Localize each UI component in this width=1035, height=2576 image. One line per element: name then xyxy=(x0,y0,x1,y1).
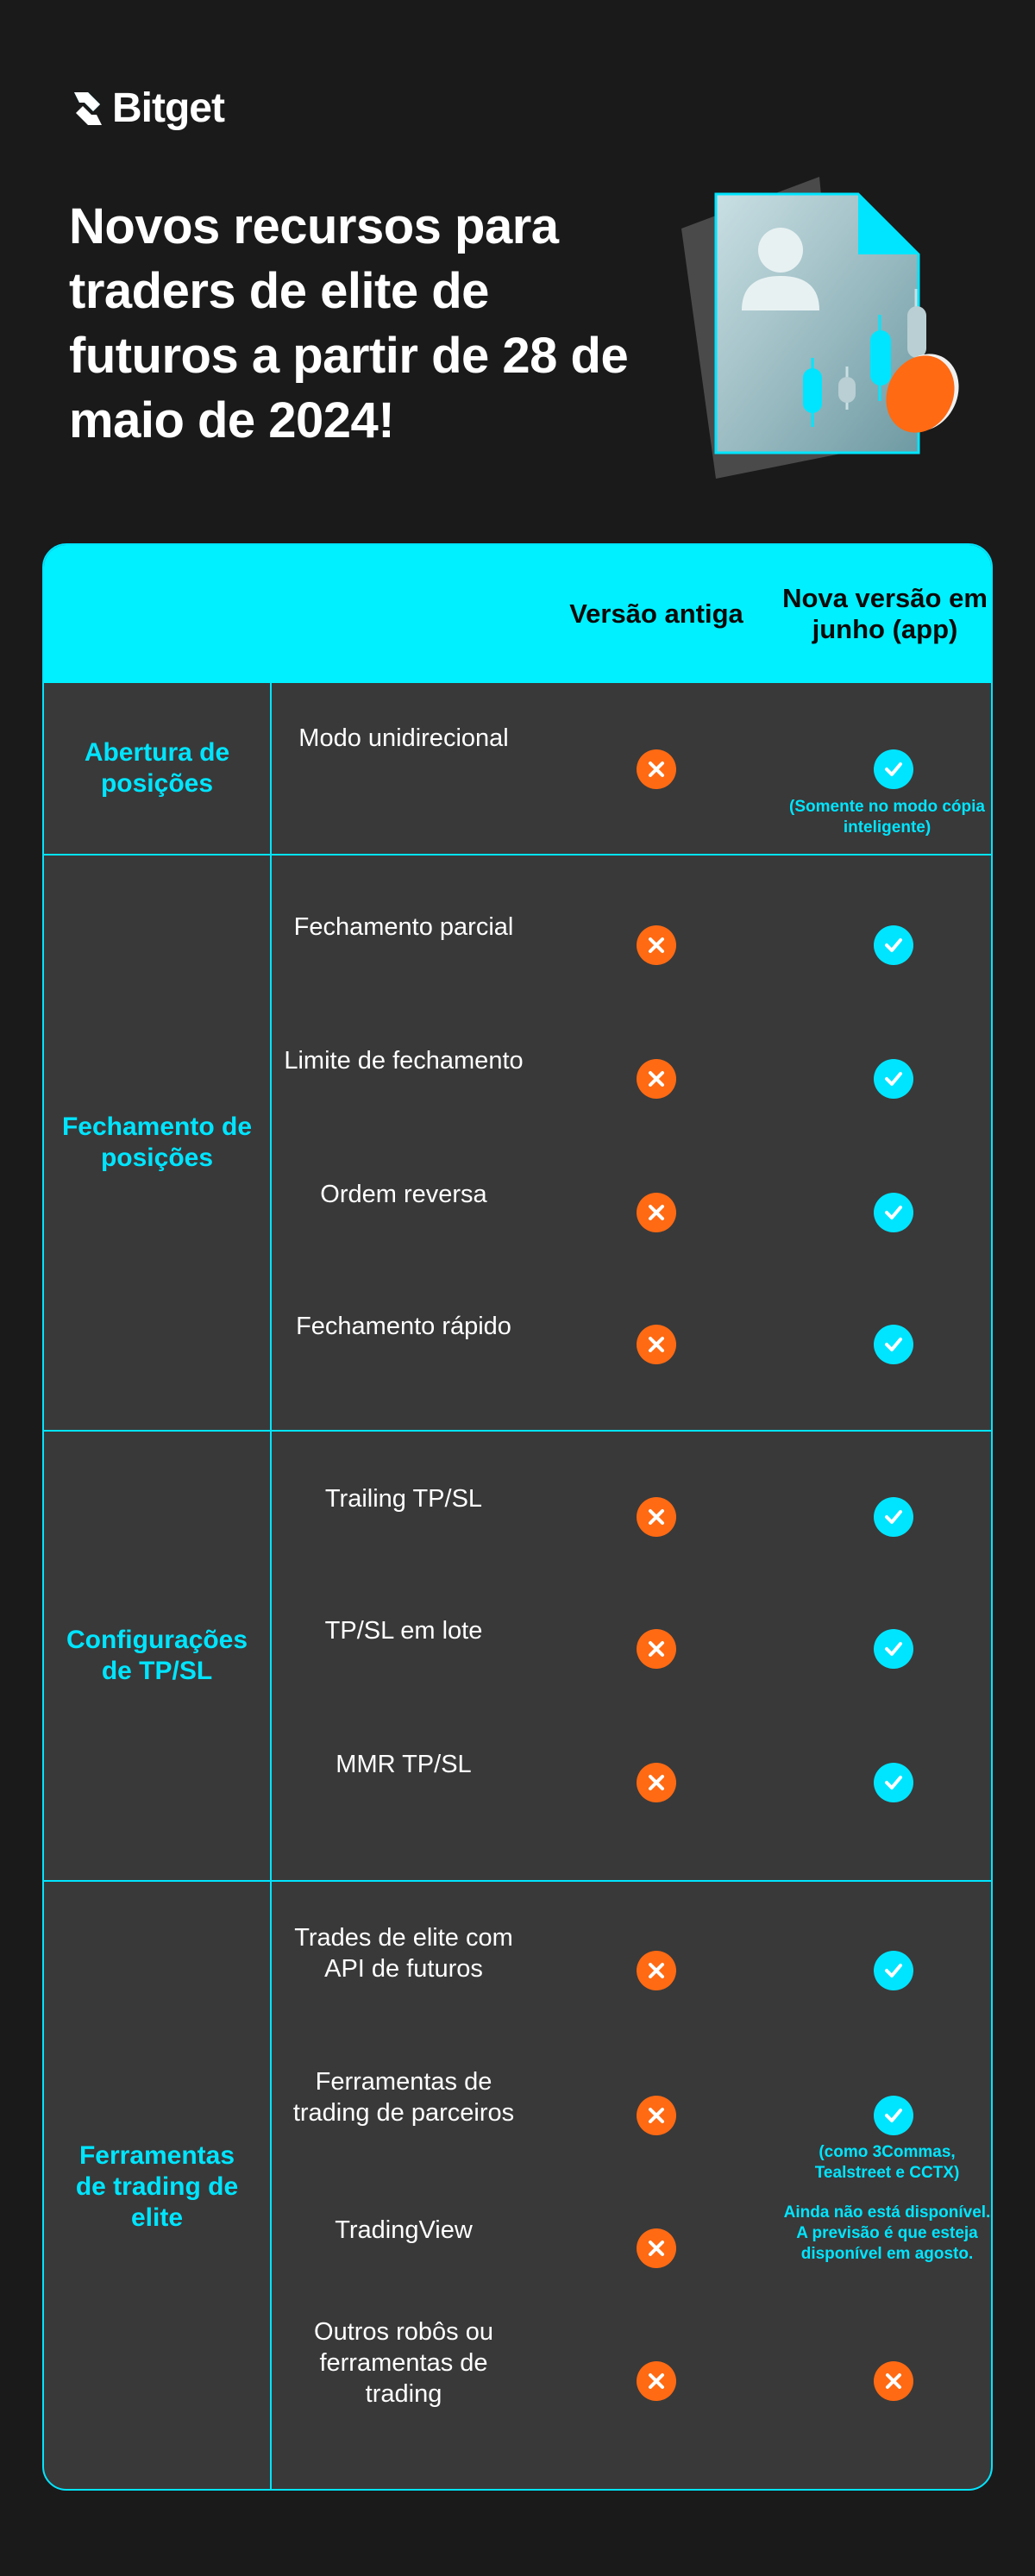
document-chart-illustration xyxy=(673,177,966,492)
check-icon xyxy=(874,925,913,965)
check-icon xyxy=(874,1497,913,1537)
check-icon xyxy=(874,749,913,789)
feature-label: Fechamento rápido xyxy=(296,1313,511,1340)
feature-label: TradingView xyxy=(335,2216,473,2244)
feature-label: Limite de fechamento xyxy=(284,1047,524,1075)
feature-label: Trailing TP/SL xyxy=(324,1485,483,1513)
bitget-logo: Bitget xyxy=(69,85,225,132)
tradingview-availability-note: Ainda não está disponível. A previsão é … xyxy=(783,2203,991,2263)
cross-icon xyxy=(637,2096,676,2135)
table-header: Versão antiga Nova versão em junho (app) xyxy=(44,545,991,683)
group-divider xyxy=(44,1430,991,1432)
check-icon xyxy=(874,1059,913,1099)
group-label-opening: Abertura de posições xyxy=(84,738,230,798)
check-icon xyxy=(874,2096,913,2135)
cross-icon xyxy=(874,2361,913,2401)
column-divider xyxy=(270,683,272,2489)
cross-icon xyxy=(637,1951,676,1990)
feature-label: Ordem reversa xyxy=(320,1181,487,1208)
feature-comparison-table: Versão antiga Nova versão em junho (app)… xyxy=(42,543,993,2491)
feature-label: Fechamento parcial xyxy=(293,913,514,941)
availability-note: (Somente no modo cópia inteligente) xyxy=(789,798,985,837)
group-divider xyxy=(44,1880,991,1882)
brand-name: Bitget xyxy=(112,85,225,131)
group-divider xyxy=(44,854,991,856)
page-headline: Novos recursos para traders de elite de … xyxy=(69,198,629,448)
cross-icon xyxy=(637,1763,676,1802)
feature-label: Ferramentas de trading de parceiros xyxy=(292,2068,515,2127)
cross-icon xyxy=(637,749,676,789)
check-icon xyxy=(874,1763,913,1802)
column-header-old-version: Versão antiga xyxy=(569,599,743,629)
check-icon xyxy=(874,1951,913,1990)
group-label-elite-tools: Ferramentas de trading de elite xyxy=(75,2141,239,2232)
cross-icon xyxy=(637,925,676,965)
feature-label: Modo unidirecional xyxy=(298,724,509,752)
group-label-tpsl: Configurações de TP/SL xyxy=(66,1626,248,1685)
feature-label: Trades de elite com API de futuros xyxy=(294,1924,513,1983)
check-icon xyxy=(874,1193,913,1232)
column-header-new-version: Nova versão em junho (app) xyxy=(782,583,988,644)
cross-icon xyxy=(637,1629,676,1669)
feature-label: TP/SL em lote xyxy=(324,1617,483,1645)
cross-icon xyxy=(637,1059,676,1099)
group-label-closing: Fechamento de posições xyxy=(61,1113,253,1172)
partner-tools-note: (como 3Commas, Tealstreet e CCTX) xyxy=(814,2143,960,2182)
feature-label: Outros robôs ou ferramentas de trading xyxy=(314,2318,493,2408)
check-icon xyxy=(874,1629,913,1669)
cross-icon xyxy=(637,1193,676,1232)
cross-icon xyxy=(637,2228,676,2268)
cross-icon xyxy=(637,2361,676,2401)
feature-label: MMR TP/SL xyxy=(336,1751,472,1778)
cross-icon xyxy=(637,1497,676,1537)
cross-icon xyxy=(637,1325,676,1364)
check-icon xyxy=(874,1325,913,1364)
bitget-logo-icon xyxy=(74,91,102,125)
